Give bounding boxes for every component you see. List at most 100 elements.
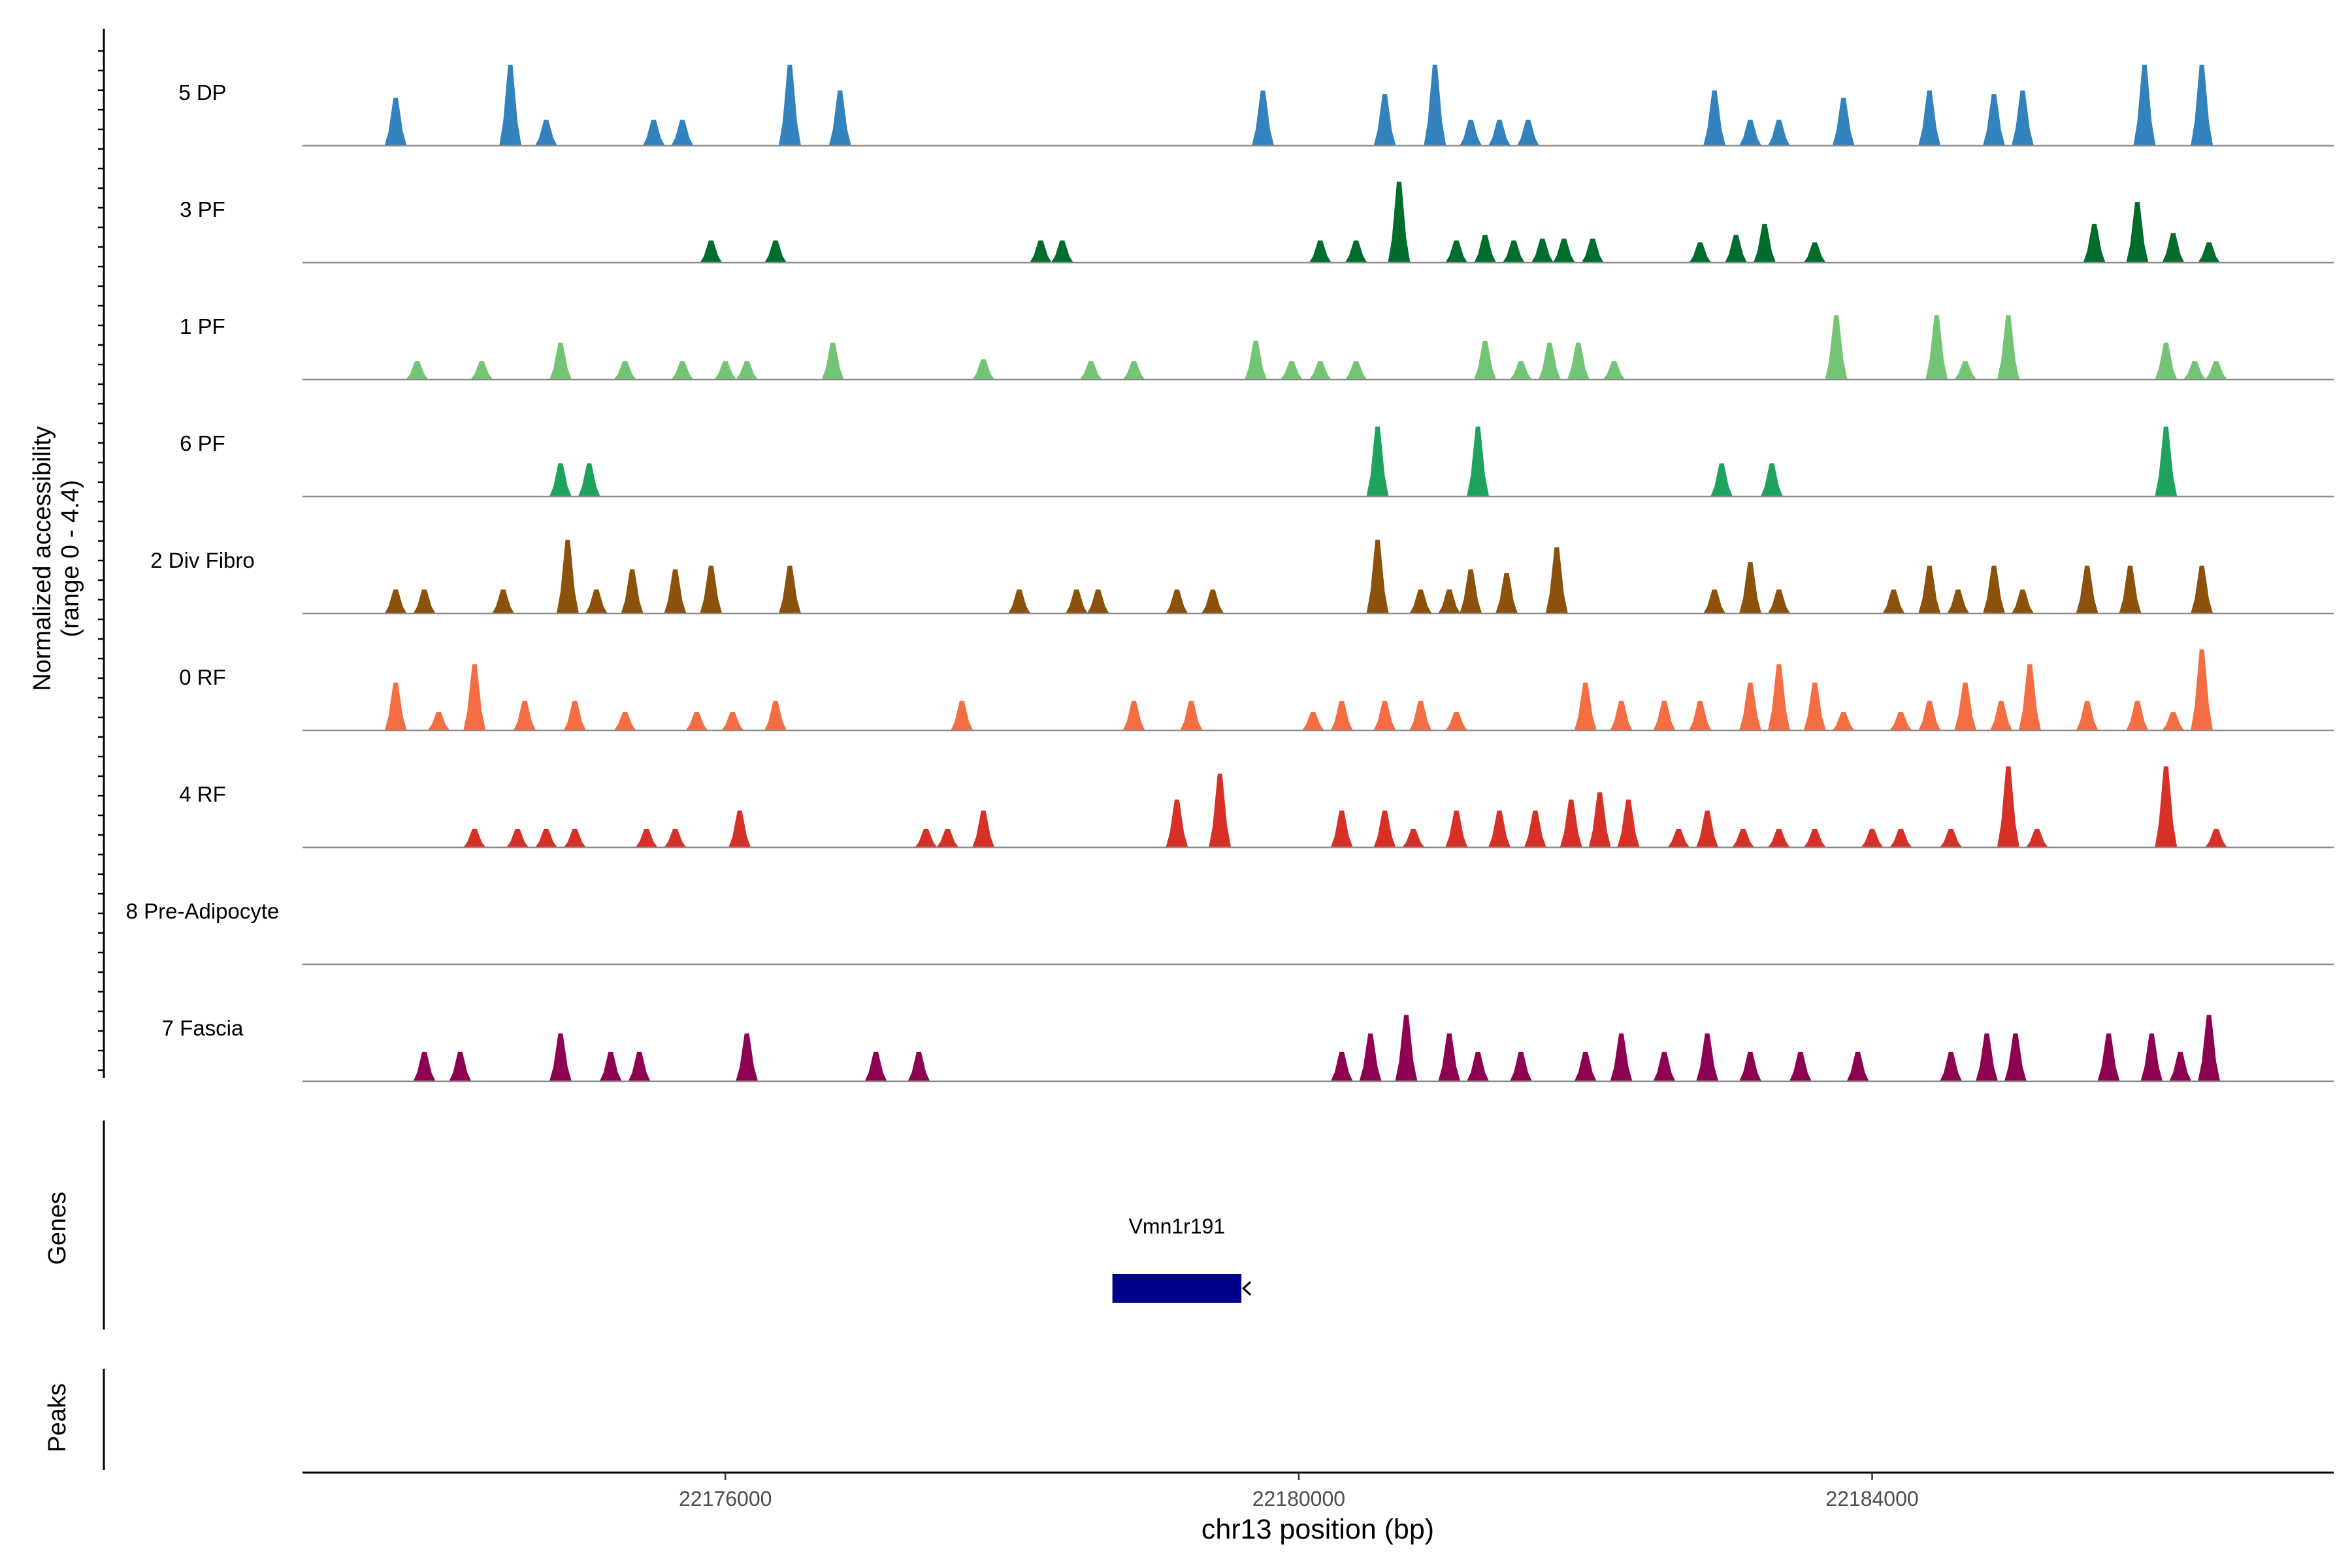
coverage-peak	[1301, 711, 1324, 730]
track-0-rf: 0 RF	[179, 649, 2334, 732]
coverage-peak	[1438, 589, 1461, 613]
peaks-axis-label: Peaks	[44, 1383, 71, 1452]
coverage-peak	[1460, 569, 1482, 613]
coverage-peak	[1989, 700, 2012, 730]
coverage-peak	[1739, 120, 1762, 146]
coverage-peak	[1330, 810, 1353, 847]
coverage-peak	[2183, 361, 2206, 380]
coverage-peak	[449, 1051, 472, 1081]
coverage-peak	[1918, 700, 1941, 730]
coverage-peak	[613, 711, 636, 730]
coverage-peak	[1997, 315, 2019, 380]
coverage-peak	[1122, 361, 1145, 380]
coverage-peak	[1502, 240, 1525, 263]
coverage-peak	[1882, 589, 1905, 613]
peaks-panel: Peaks	[44, 1369, 105, 1470]
track-6-pf: 6 PF	[180, 426, 2334, 498]
coverage-peak	[915, 828, 938, 847]
coverage-peak	[1552, 238, 1575, 263]
coverage-peak	[972, 359, 995, 380]
track-7-fascia: 7 Fascia	[162, 1015, 2334, 1083]
coverage-peak	[664, 569, 687, 613]
coverage-peak	[778, 65, 801, 146]
coverage-peak	[1209, 774, 1232, 847]
coverage-peak	[1538, 342, 1561, 380]
coverage-peak	[1330, 1051, 1353, 1081]
track-3-pf: 3 PF	[180, 182, 2334, 264]
coverage-peak	[1574, 1051, 1597, 1081]
coverage-peak	[1309, 361, 1331, 380]
coverage-peak	[1739, 562, 1762, 613]
x-axis-tick-label: 22184000	[1825, 1487, 1918, 1511]
coverage-peak	[685, 711, 708, 730]
x-axis-tick-label: 22180000	[1252, 1487, 1345, 1511]
coverage-peak	[1445, 240, 1468, 263]
coverage-peak	[2126, 202, 2149, 263]
coverage-peak	[1739, 1051, 1762, 1081]
coverage-peak	[635, 828, 658, 847]
coverage-peak	[1803, 828, 1826, 847]
coverage-peak	[1309, 240, 1331, 263]
coverage-peak	[1889, 828, 1912, 847]
coverage-peak	[621, 569, 644, 613]
coverage-peak	[1545, 547, 1568, 613]
coverage-peak	[599, 1051, 622, 1081]
coverage-peak	[384, 682, 407, 730]
coverage-peak	[1445, 810, 1468, 847]
coverage-peak	[2018, 664, 2041, 730]
coverage-peak	[1947, 589, 1970, 613]
coverage-peak	[1918, 565, 1941, 613]
coverage-peak	[534, 828, 557, 847]
track-label: 4 RF	[179, 782, 226, 806]
coverage-peak	[864, 1051, 887, 1081]
coverage-peak	[1603, 361, 1625, 380]
coverage-peak	[1753, 223, 1776, 263]
coverage-peak	[1008, 589, 1031, 613]
coverage-peak	[1610, 1033, 1633, 1081]
coverage-peak	[1767, 120, 1790, 146]
coverage-peak	[1065, 589, 1088, 613]
coverage-peak	[1180, 700, 1203, 730]
coverage-peak	[1467, 1051, 1490, 1081]
coverage-peak	[1689, 242, 1712, 263]
genes-panel: Genes Vmn1r191	[44, 1120, 1252, 1330]
coverage-peak	[1696, 1033, 1719, 1081]
coverage-peak	[2076, 565, 2099, 613]
coverage-peak	[671, 361, 694, 380]
coverage-peak	[1918, 90, 1941, 146]
coverage-peak	[1725, 235, 1748, 263]
coverage-peak	[506, 828, 529, 847]
track-label: 3 PF	[180, 197, 225, 221]
coverage-peak	[2191, 65, 2213, 146]
coverage-peak	[463, 828, 486, 847]
coverage-peak	[563, 828, 586, 847]
coverage-peak	[1345, 361, 1367, 380]
coverage-peak	[2191, 565, 2213, 613]
coverage-peak	[1832, 97, 1855, 146]
coverage-peak	[1531, 238, 1554, 263]
track-label: 7 Fascia	[162, 1016, 244, 1040]
coverage-peak	[2011, 90, 2034, 146]
coverage-peak	[1252, 90, 1275, 146]
coverage-peak	[1445, 711, 1468, 730]
coverage-peak	[1166, 589, 1188, 613]
coverage-peak	[764, 240, 787, 263]
coverage-peak	[1767, 664, 1790, 730]
coverage-peak	[1516, 120, 1539, 146]
coverage-peak	[514, 700, 536, 730]
coverage-peak	[1825, 315, 1848, 380]
coverage-peak	[1653, 700, 1676, 730]
coverage-peak	[1703, 90, 1726, 146]
coverage-peak	[1940, 1051, 1963, 1081]
coverage-peak	[664, 828, 687, 847]
coverage-peak	[671, 120, 694, 146]
coverage-peak	[1739, 682, 1762, 730]
coverage-peak	[499, 65, 522, 146]
coverage-peak	[1610, 700, 1633, 730]
coverage-peak	[828, 90, 851, 146]
coverage-peak	[1983, 565, 2006, 613]
coverage-peak	[1330, 700, 1353, 730]
track-label: 5 DP	[178, 80, 226, 105]
coverage-peak	[1366, 426, 1389, 497]
coverage-peak	[1574, 682, 1597, 730]
